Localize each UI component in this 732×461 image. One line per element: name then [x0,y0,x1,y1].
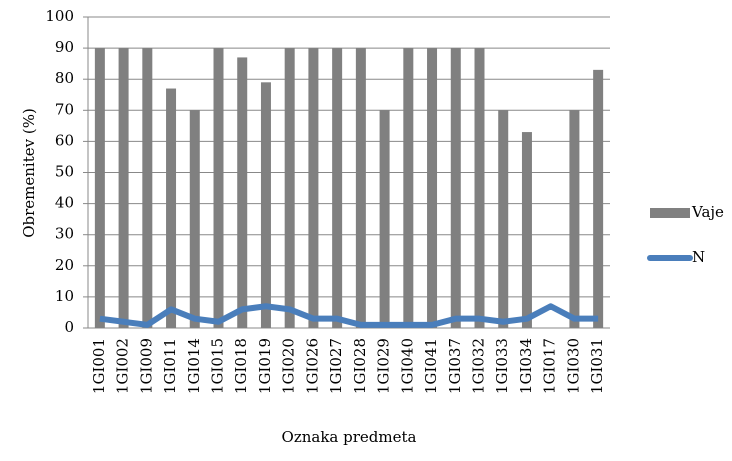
bar [403,48,414,328]
y-axis-label: Obremenitev (%) [20,108,38,238]
x-tick-label: 1GI018 [232,338,250,394]
x-tick-label: 1GI041 [422,338,440,394]
y-tick-label: 20 [55,256,74,274]
bar [379,110,390,328]
legend-label: Vaje [691,203,724,221]
bar [260,82,271,328]
y-tick-label: 90 [55,38,74,56]
x-tick-label: 1GI027 [327,338,345,394]
line [99,303,599,328]
y-tick-label: 50 [55,163,74,181]
bar [498,110,509,328]
bar [450,48,461,328]
bar [142,48,153,328]
x-tick-label: 1GI030 [564,338,582,394]
x-tick-label: 1GI028 [351,338,369,394]
x-tick-label: 1GI031 [588,338,606,394]
x-tick-label: 1GI040 [398,338,416,394]
bar [569,110,580,328]
x-tick-label: 1GI032 [470,338,488,394]
y-tick-label: 100 [45,7,74,25]
x-tick-label: 1GI014 [185,338,203,394]
x-tick-label: 1GI029 [375,338,393,394]
y-tick-label: 70 [55,100,74,118]
x-axis-label: Oznaka predmeta [282,428,417,446]
x-tick-label: 1GI017 [541,338,559,394]
bar [521,132,532,328]
x-tick-label: 1GI037 [446,338,464,394]
y-tick-label: 60 [55,131,74,149]
bar [189,110,200,328]
y-tick-label: 10 [55,287,74,305]
x-tick-label: 1GI011 [161,338,179,394]
x-tick-label: 1GI019 [256,338,274,394]
y-tick-label: 80 [55,69,74,87]
x-tick-label: 1GI009 [137,338,155,394]
x-tick-label: 1GI026 [303,338,321,394]
x-tick-label: 1GI034 [517,338,535,394]
y-tick-label: 40 [55,194,74,212]
bar [593,69,604,329]
bar [355,48,366,328]
bar [308,48,319,328]
x-tick-label: 1GI015 [209,338,227,394]
bar [427,48,438,328]
x-tick-label: 1GI002 [114,338,132,394]
bar [213,48,224,328]
x-tick-label: 1GI020 [280,338,298,394]
bar [94,48,105,328]
bar [118,48,129,328]
legend-swatch [650,208,690,218]
bar [284,48,295,328]
y-tick-label: 30 [55,225,74,243]
bar [237,57,248,329]
bar [474,48,485,328]
x-tick-label: 1GI001 [90,338,108,394]
y-tick-label: 0 [64,318,74,336]
bar [166,88,177,328]
x-tick-label: 1GI033 [493,338,511,394]
bar [332,48,343,328]
legend-label: N [692,248,705,266]
